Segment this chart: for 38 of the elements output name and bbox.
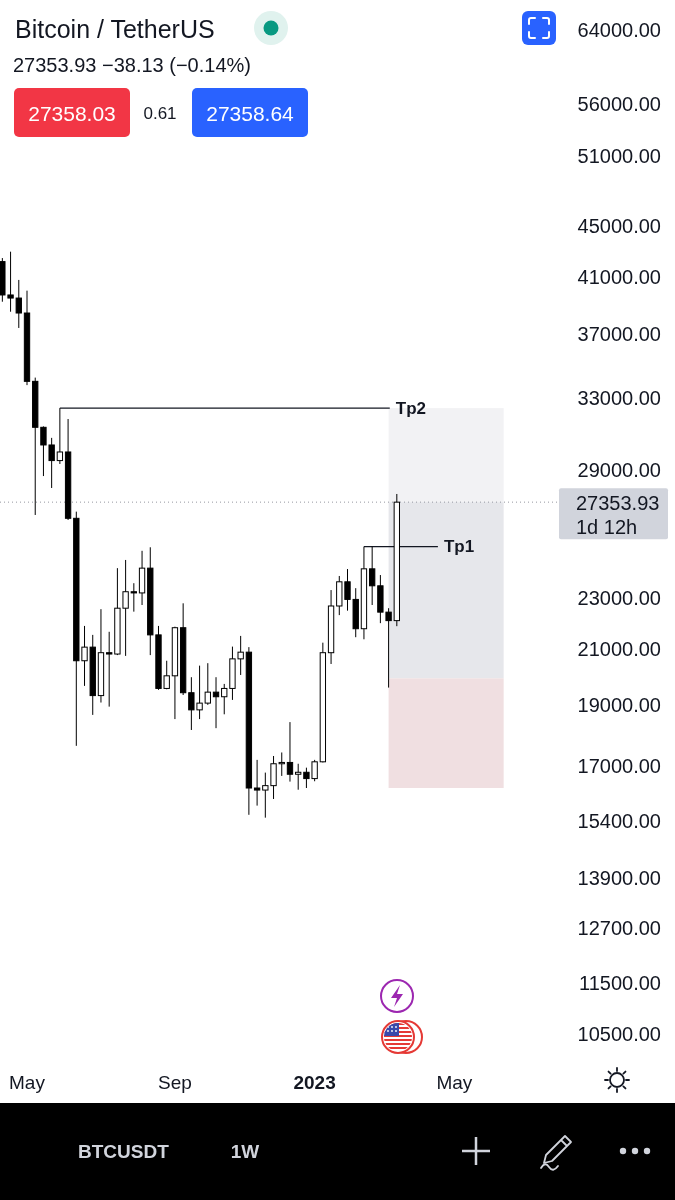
- y-tick-label: 19000.00: [577, 693, 661, 716]
- text: BTCUSDT: [78, 1140, 170, 1162]
- series-label: Tp1: [443, 537, 475, 557]
- x-tick-label: Sep: [158, 1071, 192, 1093]
- y-tick-label: 12700.00: [577, 917, 661, 940]
- text: 27353.93 −38.13 (−0.14%): [13, 53, 251, 76]
- y-tick-label: 37000.00: [577, 323, 661, 346]
- candlestick: [212, 676, 220, 729]
- candlestick: [286, 721, 294, 783]
- x-tick-label: May: [436, 1071, 473, 1093]
- candlestick: [56, 407, 64, 465]
- y-tick-label: 64000.00: [577, 19, 661, 41]
- y-tick-label: 15400.00: [577, 810, 661, 833]
- y-tick-label: 45000.00: [577, 214, 661, 237]
- candlestick: [253, 759, 261, 807]
- annotation: 0.61: [143, 103, 177, 123]
- y-tick-label: 33000.00: [577, 386, 661, 409]
- candlestick: [368, 546, 376, 606]
- annotation: 27358.64: [206, 101, 295, 125]
- x-tick-label: May: [9, 1071, 46, 1093]
- x-tick-label: 2023: [293, 1071, 336, 1093]
- candlestick: [130, 582, 138, 613]
- chart-title: Bitcoin / TetherUS: [15, 14, 215, 43]
- y-tick-label: 21000.00: [577, 637, 661, 660]
- y-tick-label: 51000.00: [577, 145, 661, 168]
- y-tick-label: 23000.00: [577, 587, 661, 610]
- ref-line-label: 27353.93: [576, 492, 660, 515]
- series-label: Tp2: [395, 398, 426, 418]
- y-tick-label: 13900.00: [577, 867, 661, 890]
- y-tick-label: 41000.00: [577, 266, 661, 289]
- annotation: 27358.03: [28, 101, 116, 125]
- y-tick-label: 56000.00: [577, 93, 661, 116]
- y-tick-label: 10500.00: [577, 1023, 661, 1045]
- y-tick-label: 11500.00: [579, 972, 661, 995]
- text: 1W: [230, 1140, 260, 1162]
- text: 1d 12h: [576, 515, 638, 538]
- y-tick-label: 29000.00: [577, 458, 661, 481]
- y-tick-label: 17000.00: [577, 755, 661, 778]
